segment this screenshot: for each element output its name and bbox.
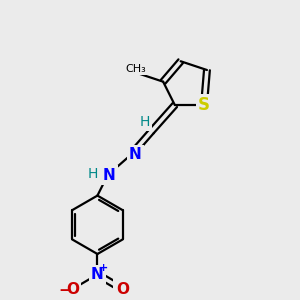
Text: CH₃: CH₃ [125,64,146,74]
Text: O: O [116,281,129,296]
Text: N: N [91,267,104,282]
Text: −: − [58,283,71,298]
Text: N: N [129,147,142,162]
Text: S: S [198,96,210,114]
Text: N: N [103,168,116,183]
Text: H: H [140,115,150,129]
Text: O: O [66,281,79,296]
Text: +: + [99,263,109,273]
Text: H: H [87,167,98,181]
